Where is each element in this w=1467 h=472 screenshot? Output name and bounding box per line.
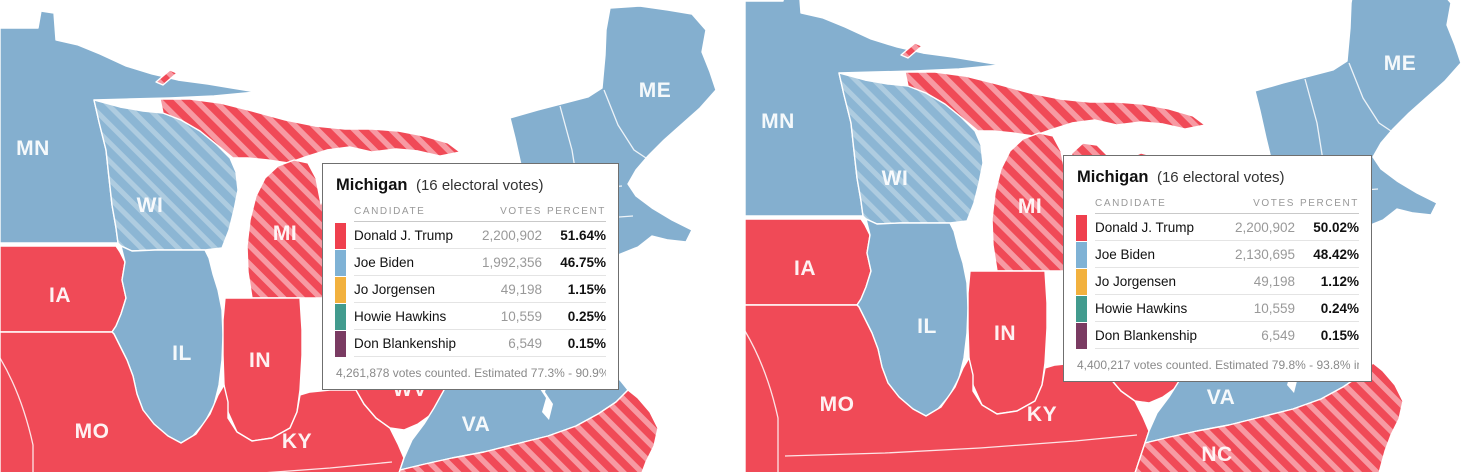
state-label-il: IL: [172, 342, 192, 365]
tooltip-title-bar: Michigan (16 electoral votes): [336, 176, 606, 195]
state-label-wi: WI: [137, 194, 164, 217]
result-row-hawkins: Howie Hawkins 10,559 0.25%: [335, 303, 606, 330]
party-swatch: [1076, 296, 1087, 322]
candidate-votes: 6,549: [1261, 328, 1295, 343]
party-swatch: [1076, 323, 1087, 349]
candidate-votes: 10,559: [500, 309, 542, 324]
state-label-nc: NC: [456, 470, 487, 472]
party-swatch: [335, 277, 346, 303]
candidate-name: Jo Jorgensen: [1095, 274, 1177, 289]
candidate-percent: 1.12%: [1320, 274, 1359, 289]
party-swatch: [1076, 269, 1087, 295]
candidate-name: Jo Jorgensen: [354, 282, 436, 297]
party-swatch: [335, 331, 346, 357]
candidate-name: Joe Biden: [1095, 247, 1156, 262]
col-candidate: CANDIDATE: [1095, 198, 1167, 209]
state-north-carolina[interactable]: [390, 389, 659, 472]
candidate-percent: 0.25%: [567, 309, 606, 324]
candidate-percent: 48.42%: [1313, 247, 1359, 262]
candidate-votes: 2,200,902: [1234, 220, 1295, 235]
candidate-percent: 46.75%: [560, 255, 606, 270]
tooltip-electoral-votes: (16 electoral votes): [415, 177, 544, 194]
candidate-percent: 51.64%: [560, 228, 606, 243]
candidate-percent: 1.15%: [567, 282, 606, 297]
border-midwest-states: [0, 357, 393, 472]
state-missouri-kentucky-region[interactable]: [0, 331, 405, 472]
candidate-votes: 49,198: [1253, 274, 1295, 289]
state-label-va: VA: [462, 413, 491, 436]
party-swatch: [335, 304, 346, 330]
result-row-trump: Donald J. Trump 2,200,902 50.02%: [1076, 214, 1359, 241]
result-row-biden: Joe Biden 1,992,356 46.75%: [335, 249, 606, 276]
state-label-mn: MN: [16, 137, 50, 160]
tooltip-electoral-votes: (16 electoral votes): [1156, 169, 1285, 186]
candidate-name: Joe Biden: [354, 255, 415, 270]
col-votes: VOTES: [1253, 198, 1295, 209]
michigan-tooltip-right: Michigan (16 electoral votes) CANDIDATE …: [1063, 155, 1372, 382]
candidate-name: Donald J. Trump: [354, 228, 454, 243]
tooltip-state-name: Michigan: [1077, 168, 1149, 186]
michigan-tooltip-left: Michigan (16 electoral votes) CANDIDATE …: [322, 163, 619, 390]
candidate-name: Donald J. Trump: [1095, 220, 1195, 235]
candidate-name: Don Blankenship: [354, 336, 457, 351]
candidate-percent: 0.24%: [1320, 301, 1359, 316]
state-label-ky: KY: [282, 430, 312, 453]
tooltip-state-name: Michigan: [336, 176, 408, 194]
candidate-votes: 2,200,902: [481, 228, 542, 243]
results-table-header: CANDIDATE VOTES PERCENT: [354, 199, 606, 222]
candidate-votes: 6,549: [508, 336, 542, 351]
candidate-name: Howie Hawkins: [1095, 301, 1188, 316]
candidate-votes: 10,559: [1253, 301, 1295, 316]
votes-counted-footer: 4,261,878 votes counted. Estimated 77.3%…: [336, 366, 606, 380]
candidate-percent: 0.15%: [567, 336, 606, 351]
result-row-blankenship: Don Blankenship 6,549 0.15%: [335, 330, 606, 357]
result-row-jorgensen: Jo Jorgensen 49,198 1.15%: [335, 276, 606, 303]
votes-counted-footer: 4,400,217 votes counted. Estimated 79.8%…: [1077, 358, 1359, 372]
result-row-trump: Donald J. Trump 2,200,902 51.64%: [335, 222, 606, 249]
candidate-votes: 49,198: [500, 282, 542, 297]
result-row-hawkins: Howie Hawkins 10,559 0.24%: [1076, 295, 1359, 322]
state-label-mo: MO: [75, 420, 110, 443]
party-swatch: [335, 223, 346, 249]
col-percent: PERCENT: [547, 206, 606, 217]
state-label-ia: IA: [49, 284, 71, 307]
state-label-in: IN: [249, 349, 271, 372]
state-michigan-keweenaw[interactable]: [155, 69, 178, 86]
col-candidate: CANDIDATE: [354, 206, 426, 217]
col-percent: PERCENT: [1300, 198, 1359, 209]
result-row-blankenship: Don Blankenship 6,549 0.15%: [1076, 322, 1359, 349]
party-swatch: [1076, 215, 1087, 241]
state-michigan-upper[interactable]: [159, 98, 461, 164]
tooltip-title-bar: Michigan (16 electoral votes): [1077, 168, 1359, 187]
candidate-votes: 2,130,695: [1234, 247, 1295, 262]
party-swatch: [335, 250, 346, 276]
candidate-percent: 50.02%: [1313, 220, 1359, 235]
result-row-jorgensen: Jo Jorgensen 49,198 1.12%: [1076, 268, 1359, 295]
candidate-votes: 1,992,356: [481, 255, 542, 270]
results-table-header: CANDIDATE VOTES PERCENT: [1095, 191, 1359, 214]
result-row-biden: Joe Biden 2,130,695 48.42%: [1076, 241, 1359, 268]
candidate-percent: 0.15%: [1320, 328, 1359, 343]
party-swatch: [1076, 242, 1087, 268]
state-label-me: ME: [639, 79, 672, 102]
col-votes: VOTES: [500, 206, 542, 217]
candidate-name: Don Blankenship: [1095, 328, 1198, 343]
state-label-mi: MI: [273, 222, 297, 245]
candidate-name: Howie Hawkins: [354, 309, 447, 324]
